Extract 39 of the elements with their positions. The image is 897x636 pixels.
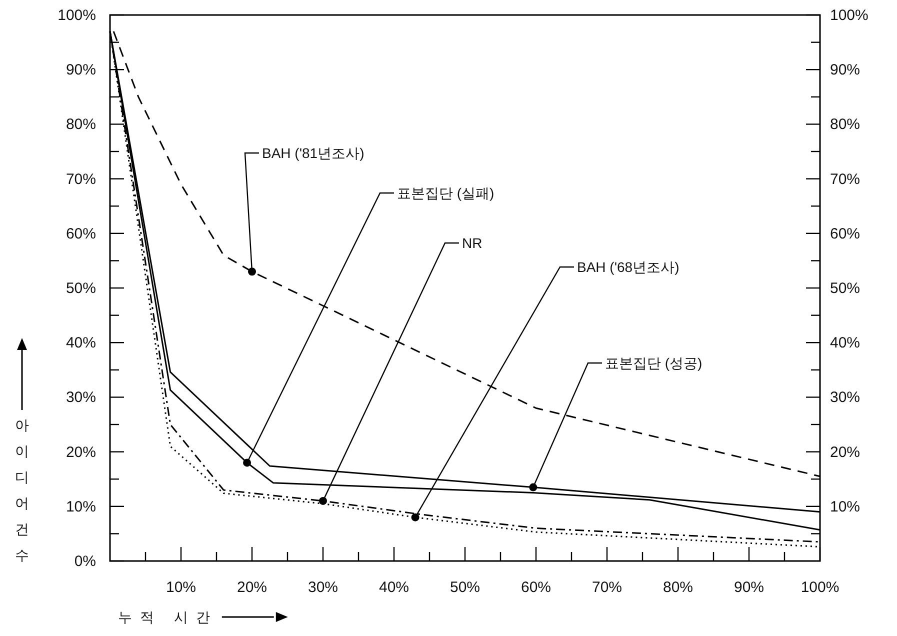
annotation: BAH ('81년조사) — [262, 145, 364, 161]
x-tick-label: 60% — [520, 579, 552, 596]
y-tick-label: 100% — [58, 7, 96, 24]
y-tick-label: 70% — [66, 170, 96, 188]
x-tick-label: 90% — [734, 579, 764, 596]
y2-tick-label: 50% — [830, 280, 860, 297]
y2-tick-label: 90% — [830, 62, 860, 79]
y2-tick-label: 70% — [830, 170, 860, 188]
y-tick-label: 40% — [66, 334, 96, 352]
x-tick-label: 40% — [378, 579, 410, 596]
annotation: 표본집단 (실패) — [397, 185, 494, 201]
y2-tick-label: 10% — [830, 498, 860, 516]
xlabel: 누적 시간 — [118, 609, 218, 625]
x-tick-label: 80% — [662, 579, 694, 596]
x-tick-label: 30% — [308, 579, 338, 596]
y-tick-label: 10% — [66, 498, 96, 516]
x-tick-label: 50% — [450, 579, 480, 596]
y2-tick-label: 80% — [830, 116, 860, 134]
y-tick-label: 20% — [66, 444, 96, 461]
y-tick-label: 80% — [66, 116, 96, 134]
x-tick-label: 70% — [592, 579, 622, 596]
y2-tick-label: 40% — [830, 334, 860, 352]
y-tick-label: 60% — [66, 225, 96, 242]
y2-tick-label: 30% — [830, 389, 860, 406]
y-tick-label: 90% — [66, 62, 96, 79]
x-tick-label: 20% — [236, 579, 268, 596]
y-tick-label: 0% — [74, 553, 96, 570]
y2-tick-label: 60% — [830, 225, 860, 242]
annotation: 표본집단 (성공) — [605, 355, 702, 371]
annotation: NR — [462, 235, 482, 251]
x-tick-label: 10% — [166, 579, 196, 596]
y2-tick-label: 20% — [830, 444, 860, 461]
annotation: BAH ('68년조사) — [577, 259, 680, 275]
y2-tick-label: 100% — [830, 7, 868, 24]
annotation: 표본집단 (성공) — [529, 355, 702, 492]
x-tick-label: 100% — [800, 579, 840, 596]
y-tick-label: 30% — [66, 389, 96, 406]
ylabel: 아이디어 건수 — [15, 417, 29, 563]
y-tick-label: 50% — [66, 280, 96, 297]
